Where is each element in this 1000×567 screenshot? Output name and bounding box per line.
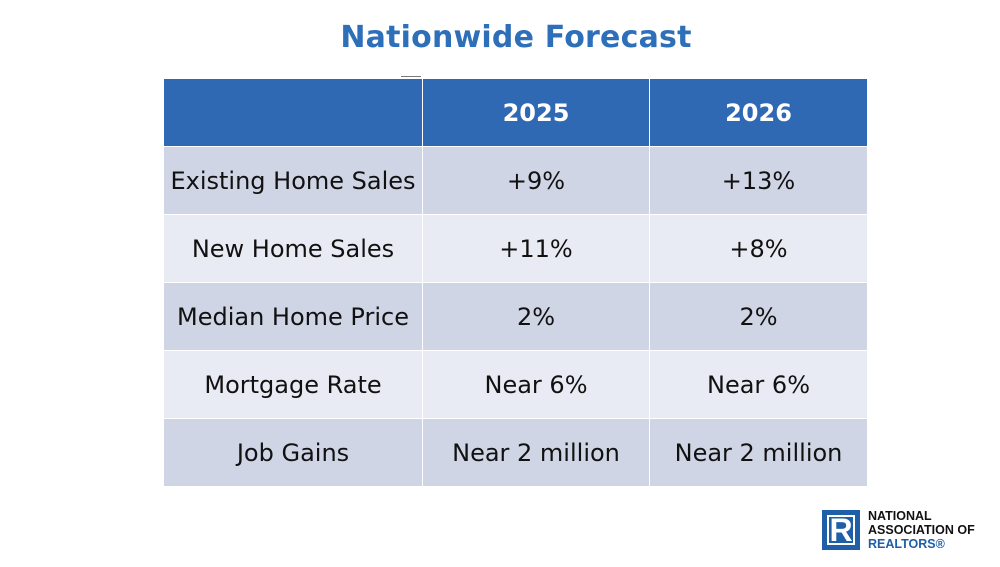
logo-line-2: ASSOCIATION OF xyxy=(868,523,975,537)
table-row: Median Home Price 2% 2% xyxy=(163,282,868,351)
cell-2025: 2% xyxy=(422,282,650,351)
forecast-table: 2025 2026 Existing Home Sales +9% +13% N… xyxy=(163,78,868,487)
logo-line-3: REALTORS® xyxy=(868,537,945,551)
cell-2025: Near 2 million xyxy=(422,418,650,487)
header-cell-2025: 2025 xyxy=(422,78,650,147)
cell-2026: Near 2 million xyxy=(649,418,868,487)
cell-2025: Near 6% xyxy=(422,350,650,419)
logo-mark-letter: R xyxy=(829,512,853,548)
divider xyxy=(401,76,421,77)
table-row: New Home Sales +11% +8% xyxy=(163,214,868,283)
realtors-logo: R NATIONAL ASSOCIATION OF REALTORS® xyxy=(822,509,975,551)
cell-2026: 2% xyxy=(649,282,868,351)
row-label: Existing Home Sales xyxy=(163,146,423,215)
header-cell-2026: 2026 xyxy=(649,78,868,147)
row-label: Mortgage Rate xyxy=(163,350,423,419)
table-row: Job Gains Near 2 million Near 2 million xyxy=(163,418,868,487)
logo-wordmark: NATIONAL ASSOCIATION OF REALTORS® xyxy=(868,509,975,551)
header-cell-empty xyxy=(163,78,423,147)
table-row: Existing Home Sales +9% +13% xyxy=(163,146,868,215)
realtor-r-icon: R xyxy=(822,510,860,550)
cell-2025: +11% xyxy=(422,214,650,283)
cell-2026: +8% xyxy=(649,214,868,283)
table-row: Mortgage Rate Near 6% Near 6% xyxy=(163,350,868,419)
row-label: Median Home Price xyxy=(163,282,423,351)
row-label: Job Gains xyxy=(163,418,423,487)
page-title: Nationwide Forecast xyxy=(340,20,692,55)
table-header-row: 2025 2026 xyxy=(163,78,868,147)
cell-2026: +13% xyxy=(649,146,868,215)
cell-2026: Near 6% xyxy=(649,350,868,419)
cell-2025: +9% xyxy=(422,146,650,215)
row-label: New Home Sales xyxy=(163,214,423,283)
logo-line-1: NATIONAL xyxy=(868,509,932,523)
